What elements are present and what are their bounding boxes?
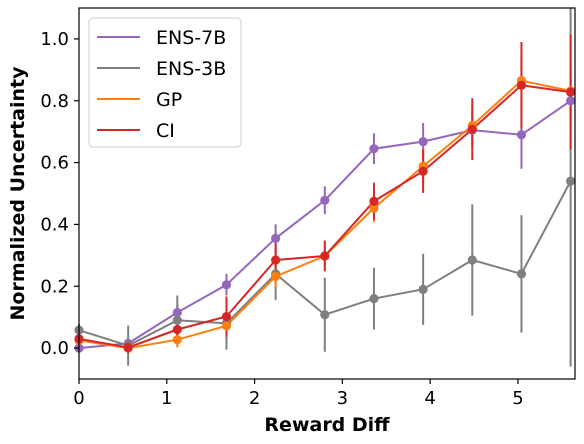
- y-axis-label: Normalized Uncertainty: [7, 66, 29, 321]
- y-tick-label: 1.0: [40, 29, 69, 50]
- ci-data-point: [516, 80, 527, 90]
- legend-gp-label: GP: [156, 89, 182, 111]
- y-tick-label: 0.6: [40, 153, 69, 174]
- ci-data-point: [467, 124, 477, 134]
- ens-7b-data-point: [221, 280, 232, 290]
- legend-ci-label: CI: [156, 120, 175, 142]
- ens-7b-data-point: [271, 233, 281, 243]
- legend-box: [88, 17, 242, 148]
- ens-3b-data-point: [369, 294, 379, 304]
- ens-7b-data-point: [516, 130, 527, 140]
- x-tick-label: 1: [161, 388, 172, 409]
- ens-3b-data-point: [566, 176, 576, 186]
- x-axis-label: Reward Diff: [264, 414, 390, 436]
- gp-data-point: [221, 321, 232, 331]
- ens-7b-data-point: [566, 96, 576, 106]
- ens-3b-data-point: [418, 284, 428, 294]
- gp-data-point: [369, 203, 379, 213]
- x-tick-label: 3: [337, 388, 348, 409]
- gp-data-point: [271, 271, 281, 281]
- ens-3b-data-point: [516, 269, 527, 279]
- ens-7b-data-point: [320, 195, 330, 205]
- ci-data-point: [418, 166, 428, 176]
- ens-7b-data-point: [369, 144, 379, 154]
- x-tick-label: 4: [424, 388, 435, 409]
- plot-frame: [78, 7, 576, 380]
- ens-7b-data-point: [172, 307, 182, 318]
- ci-data-point: [221, 311, 232, 322]
- ci-data-point: [123, 342, 133, 353]
- ci-data-point: [172, 324, 182, 335]
- legend-ens-7b-label: ENS-7B: [156, 27, 226, 49]
- y-tick-label: 0.2: [40, 276, 69, 297]
- y-axis-ticks: 0.0 0.2 0.4 0.6 0.8 1.0: [40, 29, 79, 359]
- ci-data-point: [320, 251, 330, 261]
- x-tick-label: 2: [249, 388, 260, 409]
- y-tick-label: 0.4: [40, 214, 69, 235]
- legend-ens-3b-label: ENS-3B: [156, 58, 226, 80]
- ci-data-point: [271, 255, 281, 265]
- ens-3b-data-point: [467, 255, 477, 265]
- ci-data-point: [566, 87, 576, 97]
- x-tick-label: 0: [73, 388, 84, 409]
- y-tick-label: 0.8: [40, 91, 69, 112]
- ens-3b-data-point: [320, 310, 330, 320]
- x-tick-label: 5: [512, 388, 523, 409]
- ens-7b-data-point: [418, 136, 428, 147]
- y-tick-label: 0.0: [40, 338, 69, 359]
- ci-data-point: [369, 196, 379, 206]
- gp-data-point: [172, 335, 182, 345]
- ens-3b-data-point: [172, 315, 182, 325]
- legend: ENS-7B ENS-3B GP CI: [88, 17, 242, 148]
- x-axis-ticks: 0 1 2 3 4 5: [73, 379, 524, 409]
